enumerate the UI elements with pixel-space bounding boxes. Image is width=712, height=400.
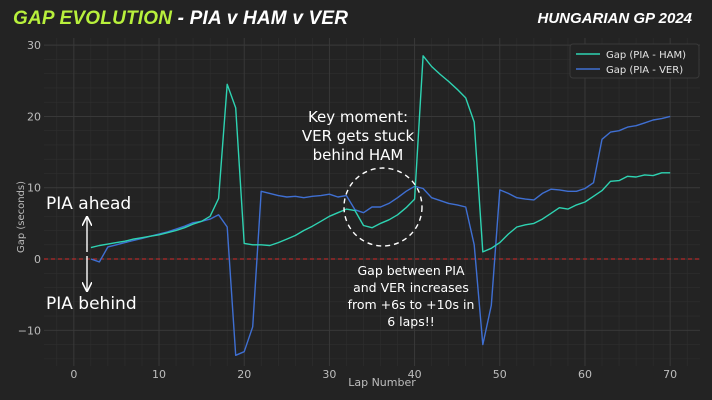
pia-ahead-label: PIA ahead [46,194,131,214]
x-axis-label: Lap Number [348,376,416,389]
x-tick-label: 10 [152,368,166,381]
legend-label-ver: Gap (PIA - VER) [606,65,683,76]
x-tick-label: 0 [70,368,77,381]
title-highlight: GAP EVOLUTION [13,8,173,29]
event-title: HUNGARIAN GP 2024 [537,10,692,27]
pia-behind-label: PIA behind [46,294,137,314]
key-moment-line-3: behind HAM [313,146,404,164]
axes: 0 10 20 30 40 50 60 70 −10 0 10 20 30 [18,39,677,381]
y-tick-label: 30 [27,39,41,52]
key-moment-highlight-circle [343,167,423,247]
y-tick-label: 20 [27,110,41,123]
key-moment-line-2: VER gets stuck [302,127,415,145]
series-line-pia-ham [90,55,671,253]
x-tick-label: 50 [493,368,507,381]
title-rest: - PIA v HAM v VER [172,8,349,29]
series-layer [90,55,671,356]
annotations: Key moment: VER gets stuck behind HAM Ga… [46,108,474,329]
series-line-pia-ver [90,115,671,356]
gap-note-line-1: Gap between PIA [357,263,465,278]
gap-note-line-4: 6 laps!! [387,314,435,329]
gap-note-line-3: from +6s to +10s in [348,297,475,312]
y-tick-label: −10 [18,324,41,337]
x-tick-label: 30 [322,368,336,381]
gap-note-line-2: and VER increases [353,280,469,295]
x-tick-label: 20 [237,368,251,381]
chart-title: GAP EVOLUTION - PIA v HAM v VER [13,8,348,30]
gridlines [44,38,700,366]
legend-box [569,43,700,79]
y-axis-label: Gap (seconds) [16,181,27,253]
legend: Gap (PIA - HAM) Gap (PIA - VER) [569,43,700,79]
legend-label-ham: Gap (PIA - HAM) [606,50,686,61]
key-moment-line-1: Key moment: [308,108,408,126]
y-tick-label: 10 [27,182,41,195]
x-tick-label: 60 [578,368,592,381]
y-tick-label: 0 [34,253,41,266]
x-tick-label: 70 [663,368,677,381]
x-tick-label: 40 [408,368,422,381]
